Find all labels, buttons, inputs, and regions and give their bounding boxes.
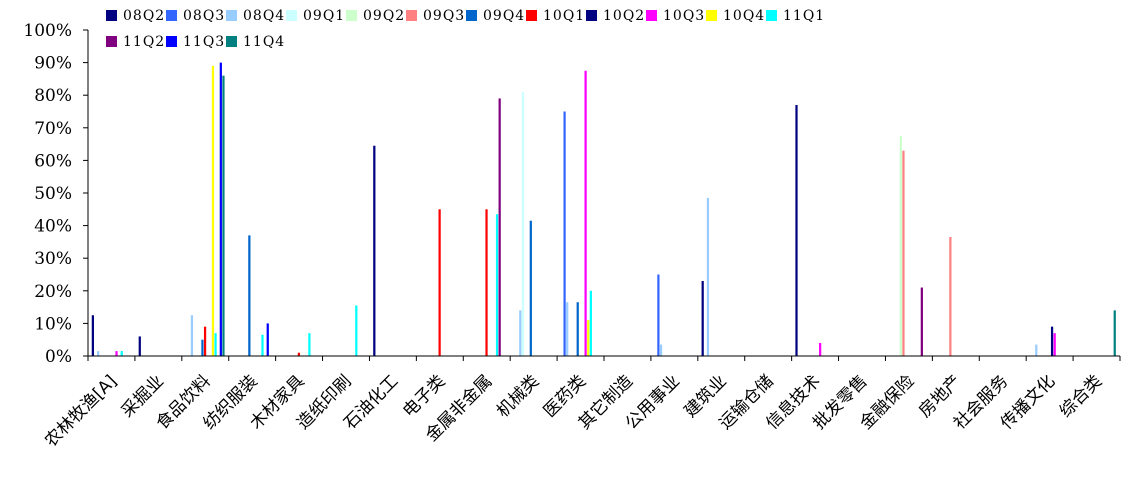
y-tick-label: 100% <box>23 21 72 41</box>
legend-swatch-11Q3 <box>166 36 177 47</box>
bar-11Q1-8 <box>495 214 499 356</box>
bar-11Q4-21 <box>1113 310 1116 356</box>
legend-label: 09Q4 <box>483 8 525 24</box>
bar-11Q1-2 <box>214 333 217 356</box>
bar-11Q3-3 <box>266 323 269 356</box>
y-tick-label: 40% <box>34 217 72 237</box>
bar-10Q1-7 <box>438 209 441 356</box>
bar-11Q4-2 <box>222 75 225 356</box>
y-tick-label: 70% <box>34 119 72 139</box>
bar-08Q2-1 <box>138 336 141 356</box>
bar-10Q3-20 <box>1053 333 1056 356</box>
bars <box>91 62 1116 357</box>
y-tick-label: 60% <box>34 151 72 171</box>
legend-swatch-09Q3 <box>406 10 417 21</box>
x-tick-label: 农林牧渔[A] <box>41 371 121 451</box>
legend-label: 08Q2 <box>123 8 165 24</box>
bar-10Q3-10 <box>584 70 587 356</box>
legend-swatch-09Q2 <box>346 10 357 21</box>
bar-10Q2-20 <box>1050 326 1054 356</box>
bar-11Q1-3 <box>261 334 264 356</box>
legend-label: 11Q1 <box>783 8 825 24</box>
legend-swatch-10Q3 <box>646 10 657 21</box>
y-axis: 0% 10% 20% 30% 40% 50% 60% 70% 80% 90% 100% <box>23 21 89 367</box>
bar-10Q3-15 <box>819 342 822 356</box>
legend-label: 09Q1 <box>303 8 345 24</box>
y-tick-label: 0% <box>45 347 72 367</box>
bar-11Q2-17 <box>920 287 923 356</box>
bar-08Q3-10 <box>563 111 566 356</box>
bar-10Q1-8 <box>485 209 488 356</box>
y-tick-label: 10% <box>34 314 72 334</box>
bar-08Q4-9 <box>519 310 522 356</box>
legend-swatch-10Q2 <box>586 10 597 21</box>
bar-08Q2-13 <box>701 281 704 356</box>
bar-09Q4-9 <box>529 220 532 356</box>
legend-swatch-09Q4 <box>466 10 477 21</box>
legend-label: 10Q3 <box>663 8 705 24</box>
bar-09Q1-9 <box>521 91 525 356</box>
legend-swatch-10Q1 <box>526 10 537 21</box>
bar-08Q4-2 <box>190 315 194 356</box>
legend-swatch-08Q4 <box>226 10 237 21</box>
bar-08Q4-10 <box>566 302 569 356</box>
y-tick-label: 50% <box>34 184 72 204</box>
y-tick-label: 80% <box>34 86 72 106</box>
bar-08Q2-15 <box>795 104 798 356</box>
bar-11Q2-8 <box>498 98 501 357</box>
legend-swatch-08Q3 <box>166 10 177 21</box>
legend-swatch-11Q2 <box>106 36 117 47</box>
bar-11Q1-10 <box>589 290 592 356</box>
legend-label: 09Q3 <box>423 8 465 24</box>
legend: 08Q2 08Q3 08Q4 09Q1 09Q2 09Q3 09Q4 10Q1 10Q2 10Q3… <box>106 8 825 50</box>
x-tick-label: 机械类 <box>493 371 543 421</box>
legend-label: 11Q2 <box>123 34 165 50</box>
legend-swatch-10Q4 <box>706 10 717 21</box>
bar-11Q1-0 <box>120 351 123 356</box>
bar-08Q2-0 <box>91 315 94 356</box>
legend-label: 10Q4 <box>723 8 765 24</box>
legend-label: 11Q4 <box>243 34 285 50</box>
bar-08Q2-6 <box>373 145 376 356</box>
legend-swatch-09Q1 <box>286 10 297 21</box>
bar-11Q3-2 <box>219 62 222 356</box>
bar-08Q4-12 <box>659 344 663 356</box>
bar-09Q3-18 <box>949 237 952 356</box>
legend-label: 09Q2 <box>363 8 405 24</box>
bar-08Q3-12 <box>657 274 660 356</box>
bar-08Q4-0 <box>97 351 100 356</box>
x-axis: 农林牧渔[A]采掘业食品饮料纺织服装木材家具造纸印刷石油化工电子类金属非金属机械… <box>41 355 1121 451</box>
bar-10Q4-2 <box>211 65 215 357</box>
y-tick-label: 90% <box>34 54 72 74</box>
legend-swatch-11Q1 <box>766 10 777 21</box>
bar-09Q4-3 <box>248 235 251 356</box>
legend-swatch-08Q2 <box>106 10 117 21</box>
bar-10Q4-10 <box>587 320 590 356</box>
legend-label: 10Q1 <box>543 8 585 24</box>
bar-10Q3-0 <box>115 351 118 356</box>
bar-09Q3-17 <box>902 150 905 356</box>
x-tick-label: 综合类 <box>1056 371 1106 421</box>
bar-09Q4-10 <box>576 302 579 356</box>
bar-10Q1-4 <box>297 352 301 356</box>
legend-label: 11Q3 <box>183 34 225 50</box>
legend-label: 08Q3 <box>183 8 225 24</box>
bar-10Q1-2 <box>203 326 207 356</box>
bar-08Q4-20 <box>1035 344 1038 356</box>
y-tick-label: 20% <box>34 282 72 302</box>
bar-11Q1-4 <box>308 333 311 356</box>
bar-11Q1-5 <box>355 305 358 356</box>
y-tick-label: 30% <box>34 249 72 269</box>
bar-09Q2-17 <box>899 135 902 356</box>
bar-09Q4-2 <box>201 339 204 356</box>
bar-08Q4-13 <box>706 197 710 356</box>
legend-label: 08Q4 <box>243 8 285 24</box>
legend-label: 10Q2 <box>603 8 645 24</box>
legend-swatch-11Q4 <box>226 36 237 47</box>
